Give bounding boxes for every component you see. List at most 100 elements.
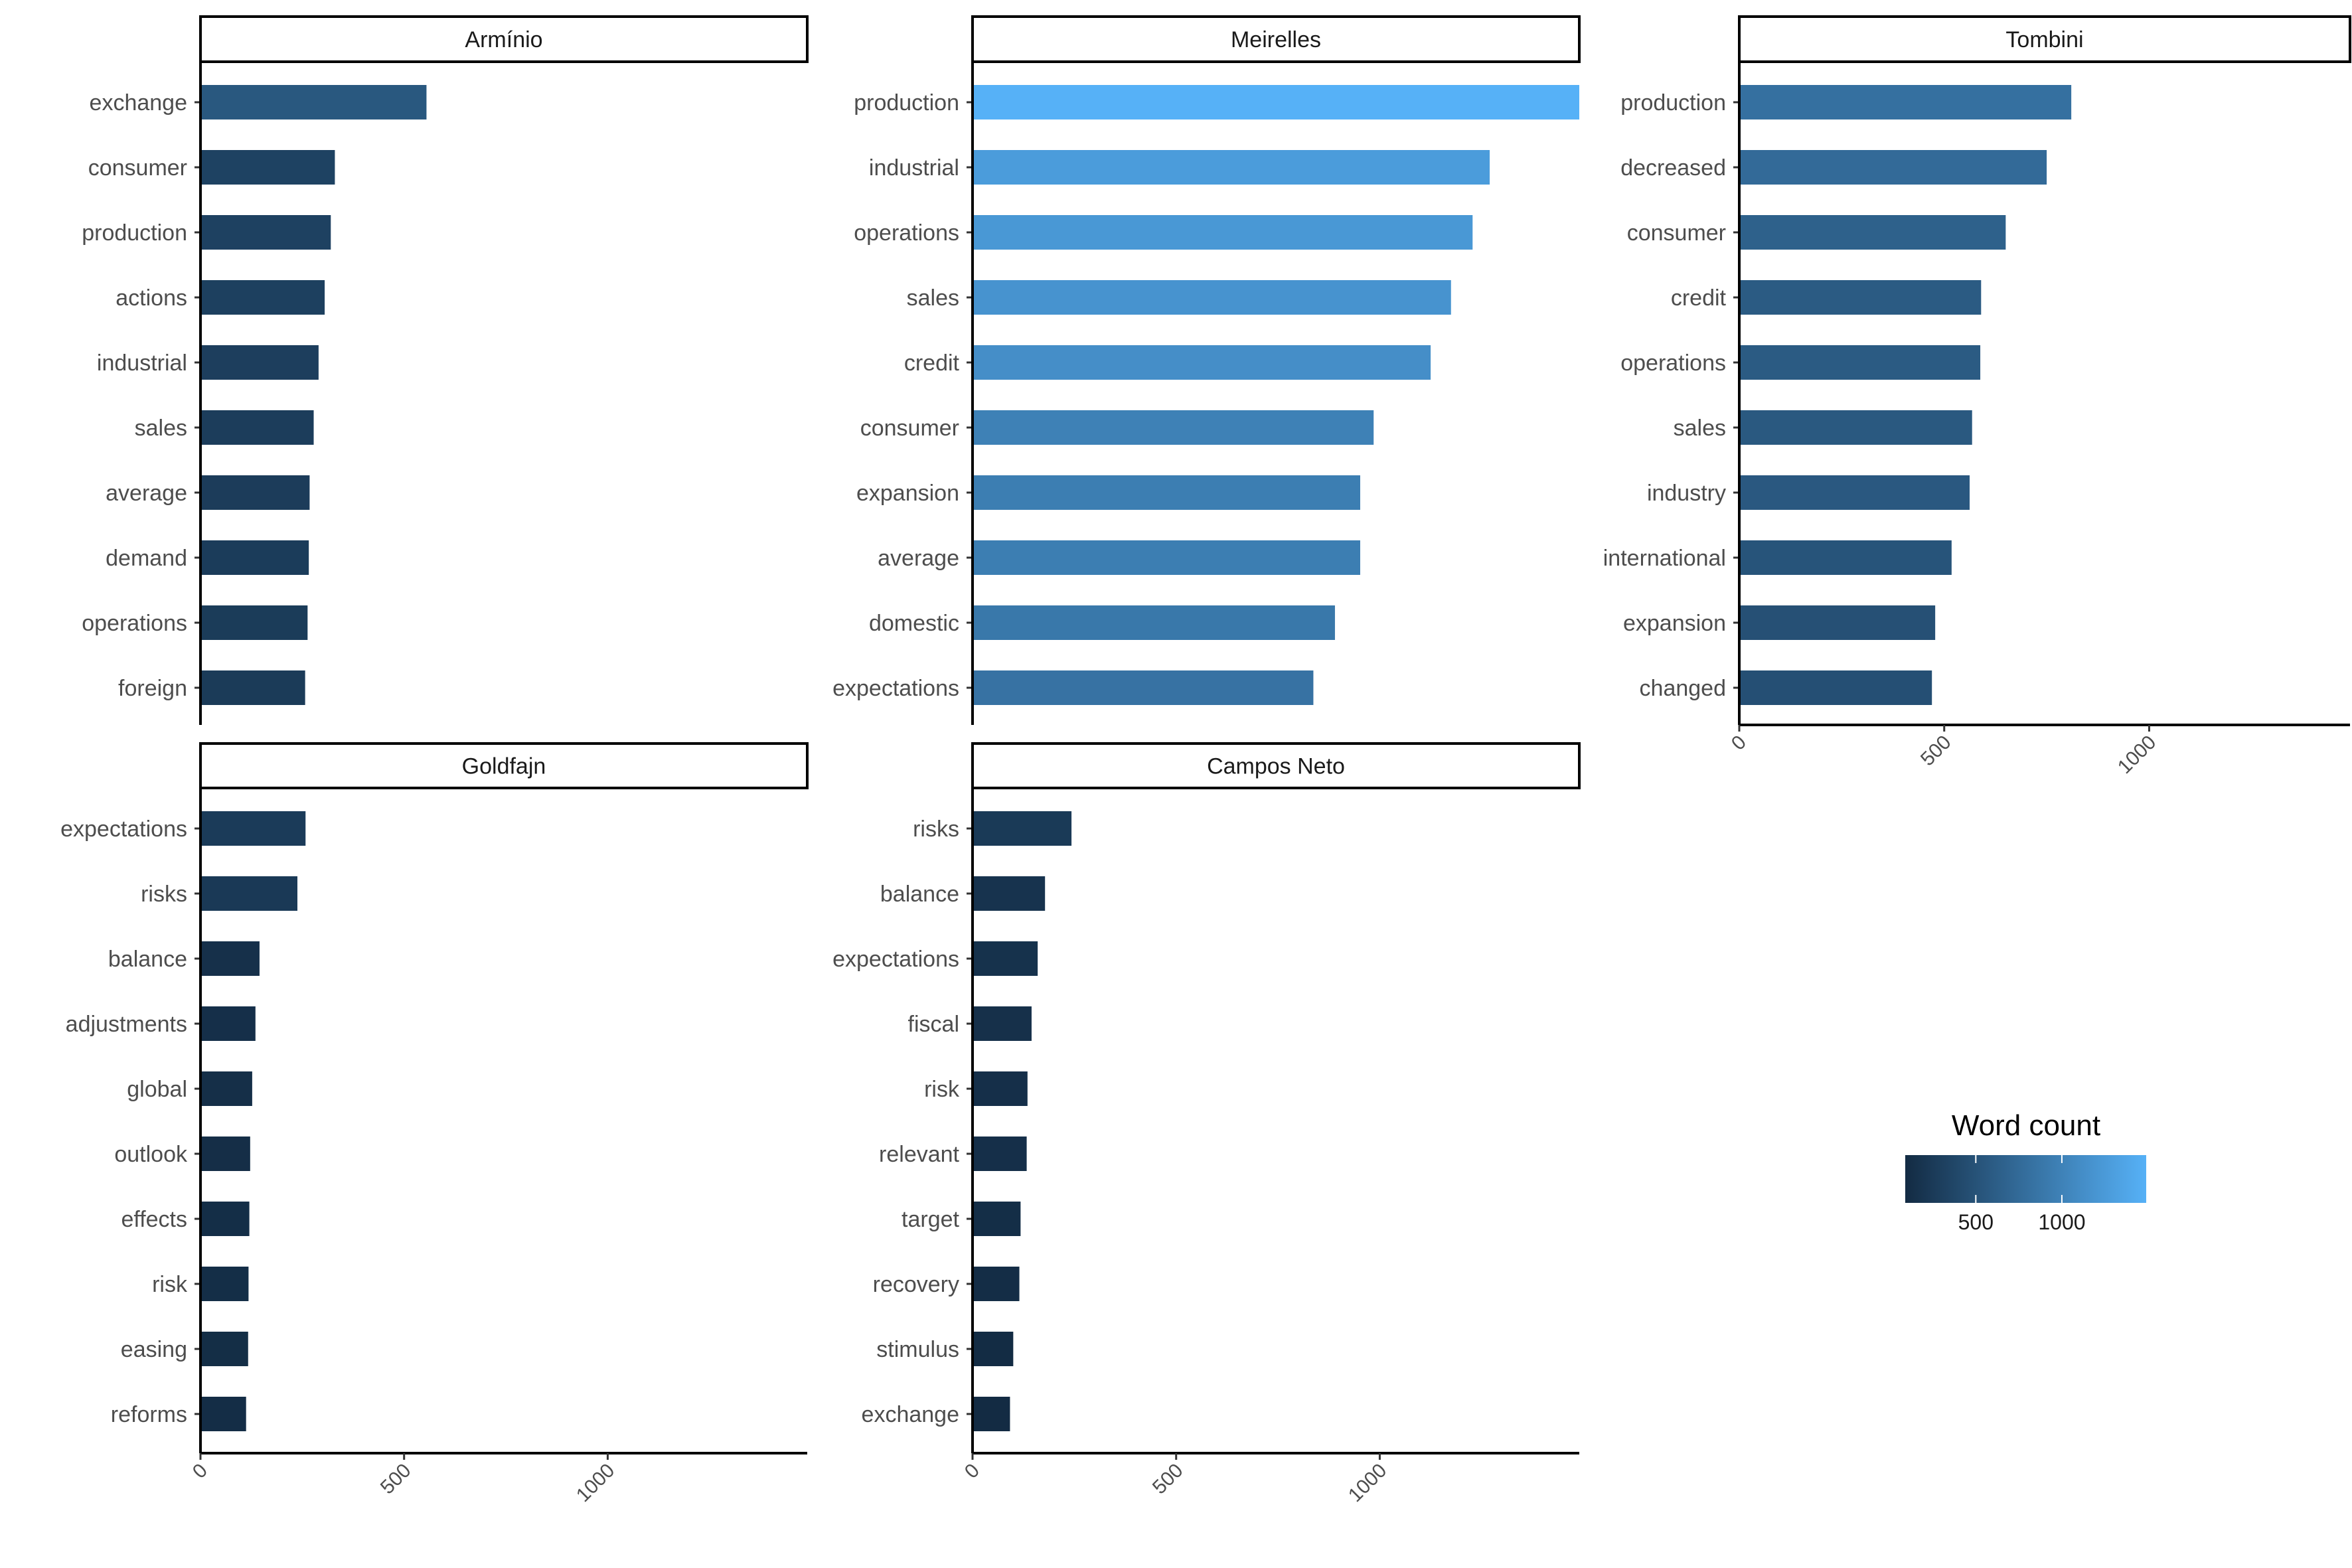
- y-tick-label: credit: [1671, 285, 1727, 311]
- bar: [973, 670, 1314, 705]
- panel-strip: [971, 742, 1581, 789]
- bar: [200, 1006, 256, 1041]
- bar: [973, 475, 1360, 510]
- panel-title: Armínio: [465, 27, 542, 52]
- bar: [200, 941, 260, 976]
- bar: [973, 1267, 1020, 1301]
- x-tick-label: 500: [1917, 732, 1956, 771]
- y-tick-label: expansion: [856, 481, 959, 506]
- bar: [1739, 605, 1936, 640]
- y-tick-label: recovery: [873, 1272, 959, 1297]
- x-tick-label: 0: [189, 1460, 212, 1483]
- y-tick-label: easing: [121, 1337, 187, 1362]
- y-tick-label: risk: [924, 1077, 960, 1102]
- y-tick-label: foreign: [118, 676, 187, 701]
- bar: [200, 1332, 248, 1366]
- bar: [200, 811, 306, 846]
- y-tick-label: fiscal: [908, 1012, 959, 1037]
- panel-title: Goldfajn: [462, 754, 546, 779]
- y-tick-label: exchange: [862, 1402, 959, 1427]
- y-tick-label: production: [82, 220, 187, 246]
- y-tick-label: production: [854, 90, 959, 116]
- x-tick-label: 500: [376, 1460, 416, 1499]
- y-tick-label: risks: [141, 882, 187, 907]
- y-tick-label: operations: [82, 611, 187, 636]
- bar: [1739, 215, 2006, 250]
- bar: [973, 1397, 1010, 1431]
- bar: [1739, 85, 2072, 119]
- legend-title: Word count: [1952, 1109, 2100, 1142]
- y-tick-label: actions: [116, 285, 187, 311]
- y-tick-label: decreased: [1620, 155, 1726, 181]
- y-tick-label: effects: [121, 1207, 187, 1232]
- bar: [973, 150, 1490, 185]
- y-tick-label: average: [878, 546, 959, 571]
- bar: [1739, 150, 2047, 185]
- bar: [1739, 540, 1952, 575]
- bar: [973, 1137, 1027, 1171]
- x-tick-label: 1000: [572, 1460, 619, 1507]
- y-tick-label: expectations: [832, 676, 959, 701]
- bar: [200, 1397, 246, 1431]
- y-tick-label: operations: [1620, 351, 1726, 376]
- y-tick-label: target: [902, 1207, 959, 1232]
- bar: [200, 605, 308, 640]
- bar: [973, 345, 1431, 380]
- x-tick-label: 0: [1727, 732, 1751, 755]
- y-tick-label: changed: [1640, 676, 1726, 701]
- bar: [200, 540, 309, 575]
- panel-strip: [971, 15, 1581, 63]
- bar: [973, 280, 1451, 315]
- bar: [200, 1071, 252, 1106]
- bar: [973, 605, 1335, 640]
- y-tick-label: global: [127, 1077, 187, 1102]
- y-tick-label: international: [1603, 546, 1726, 571]
- legend-tick-label: 1000: [2038, 1210, 2085, 1234]
- panel-strip: [199, 15, 809, 63]
- bar: [973, 941, 1038, 976]
- bar: [973, 410, 1374, 445]
- bar: [973, 811, 1072, 846]
- bar: [200, 876, 297, 911]
- bar: [973, 215, 1473, 250]
- bar: [200, 280, 325, 315]
- panel-strip: [199, 742, 809, 789]
- panels: Armínio exchange consumer production actions…: [60, 15, 2351, 1507]
- y-tick-label: expectations: [60, 817, 187, 842]
- panel-4: Campos Neto risks balance expectations fisca…: [832, 742, 1581, 1506]
- x-tick-label: 1000: [2114, 732, 2161, 779]
- bar: [200, 1137, 250, 1171]
- color-legend: Word count 500 1000: [1905, 1109, 2146, 1234]
- y-tick-label: sales: [907, 285, 959, 311]
- panel-title: Campos Neto: [1207, 754, 1345, 779]
- y-tick-label: balance: [880, 882, 959, 907]
- bar: [200, 670, 305, 705]
- panel-title: Meirelles: [1231, 27, 1321, 52]
- panel-strip: [1738, 15, 2351, 63]
- x-tick-label: 500: [1148, 1460, 1188, 1499]
- y-tick-label: consumer: [1627, 220, 1726, 246]
- bar: [200, 85, 427, 119]
- bar: [200, 475, 310, 510]
- y-tick-label: demand: [106, 546, 187, 571]
- bar: [1739, 280, 1982, 315]
- bar: [1739, 410, 1972, 445]
- bar: [200, 150, 335, 185]
- y-tick-label: risks: [913, 817, 959, 842]
- bar: [973, 1071, 1028, 1106]
- bar: [973, 1006, 1032, 1041]
- panel-1: Meirelles production industrial operations s…: [832, 15, 1581, 725]
- y-tick-label: production: [1620, 90, 1726, 116]
- bar: [200, 345, 319, 380]
- bar: [1739, 670, 1932, 705]
- bar: [200, 1267, 249, 1301]
- y-tick-label: expansion: [1623, 611, 1726, 636]
- panel-2: Tombini production decreased consumer credit…: [1603, 15, 2351, 779]
- y-tick-label: exchange: [90, 90, 187, 116]
- y-tick-label: sales: [1674, 416, 1726, 441]
- y-tick-label: average: [106, 481, 187, 506]
- legend-tick-label: 500: [1958, 1210, 1994, 1234]
- panel-0: Armínio exchange consumer production actions…: [82, 15, 809, 725]
- y-tick-label: stimulus: [876, 1337, 959, 1362]
